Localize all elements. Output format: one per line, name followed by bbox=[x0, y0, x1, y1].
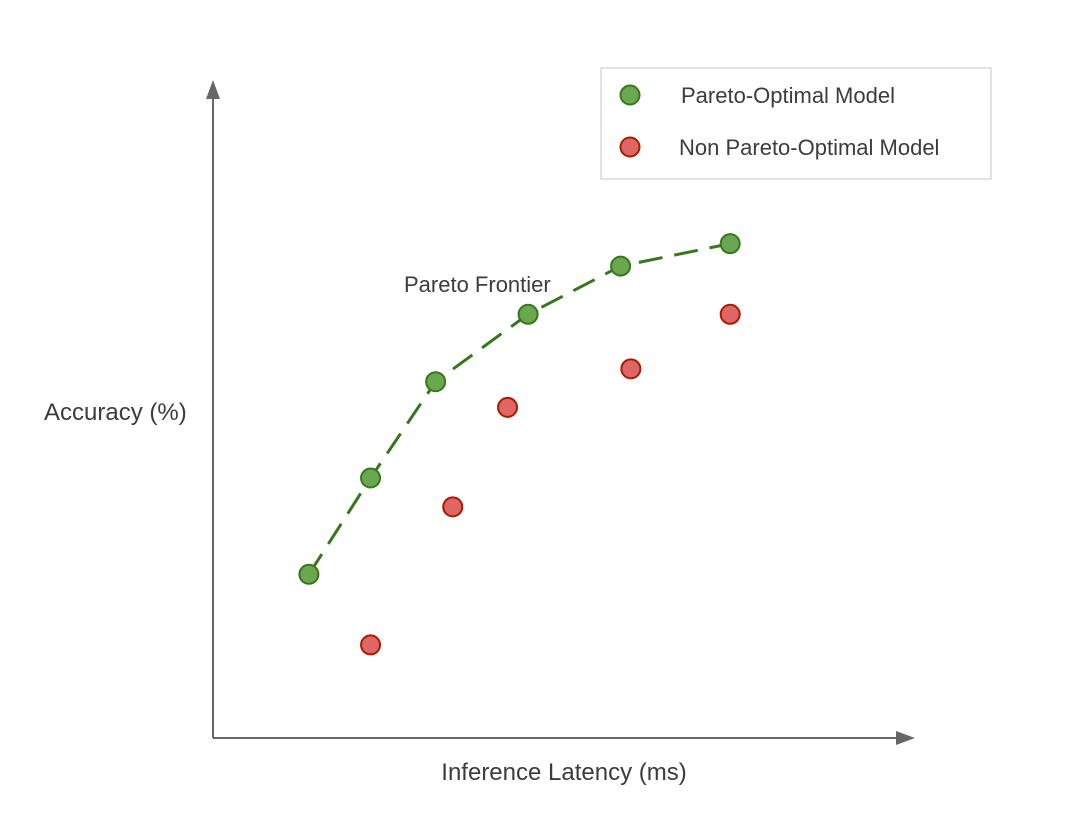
pareto-optimal-point-5 bbox=[610, 255, 632, 277]
pareto-optimal-point-1 bbox=[298, 563, 320, 585]
pareto-optimal-point-6 bbox=[719, 233, 741, 255]
pareto-frontier-line bbox=[307, 242, 731, 576]
legend-marker-non-pareto-optimal bbox=[619, 136, 641, 158]
legend-label-non-pareto-optimal: Non Pareto-Optimal Model bbox=[679, 135, 939, 160]
pareto-frontier-annotation: Pareto Frontier bbox=[404, 272, 551, 297]
pareto-optimal-point-4 bbox=[517, 303, 539, 325]
legend-marker-pareto-optimal bbox=[619, 84, 641, 106]
x-axis-label: Inference Latency (ms) bbox=[441, 759, 686, 786]
non-pareto-optimal-point-4 bbox=[620, 358, 642, 380]
axes bbox=[206, 80, 915, 745]
non-pareto-optimal-point-3 bbox=[497, 396, 519, 418]
y-axis-label: Accuracy (%) bbox=[44, 399, 187, 426]
legend: Pareto-Optimal Model Non Pareto-Optimal … bbox=[600, 67, 992, 180]
non-pareto-optimal-point-5 bbox=[719, 303, 741, 325]
x-axis-arrowhead bbox=[896, 731, 915, 745]
pareto-optimal-point-3 bbox=[425, 371, 447, 393]
pareto-optimal-point-2 bbox=[360, 467, 382, 489]
plot-area bbox=[298, 233, 741, 656]
legend-box bbox=[600, 67, 992, 180]
non-pareto-optimal-point-2 bbox=[442, 496, 464, 518]
legend-label-pareto-optimal: Pareto-Optimal Model bbox=[681, 83, 895, 108]
y-axis-arrowhead bbox=[206, 80, 220, 99]
non-pareto-optimal-point-1 bbox=[360, 634, 382, 656]
